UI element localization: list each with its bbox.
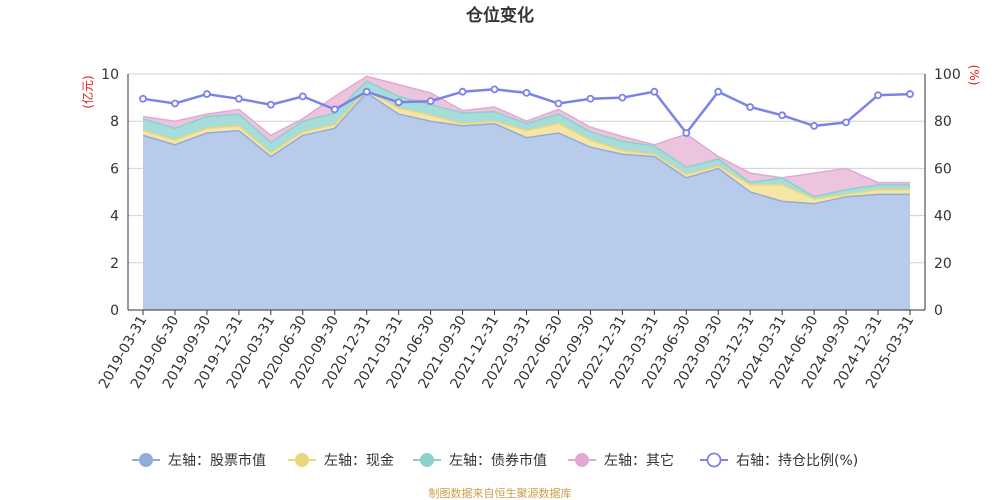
legend-marker (706, 452, 722, 468)
legend-label: 右轴：持仓比例(%) (736, 453, 858, 469)
left-axis-unit: (亿元) (80, 75, 95, 108)
left-tick-label: 0 (110, 303, 119, 319)
ratio-point (426, 97, 435, 106)
left-tick-label: 6 (110, 161, 119, 177)
stacked-areas (142, 75, 910, 311)
position-ratio-line (139, 85, 914, 137)
area-edge (142, 91, 910, 205)
chart-title: 仓位变化 (465, 5, 534, 26)
ratio-point (490, 85, 499, 94)
data-source-note: 制图数据来自恒生聚源数据库 (429, 486, 572, 500)
ratio-point (842, 118, 850, 127)
ratio-point (266, 100, 275, 109)
legend-label: 左轴：债券市值 (449, 452, 547, 469)
ratio-point (714, 87, 723, 96)
ratio-point (650, 87, 659, 96)
legend-marker (139, 453, 153, 467)
area-edge (142, 80, 910, 198)
ratio-point (554, 99, 563, 108)
ratio-point (298, 92, 307, 101)
ratio-point (778, 111, 787, 120)
area-左轴：股票市值 (143, 92, 910, 311)
ratio-point (330, 105, 339, 114)
right-tick-label: 0 (934, 303, 943, 319)
legend: 左轴：股票市值 左轴：现金 左轴：债券市值 左轴：其它 右轴：持仓比例(%) (132, 452, 858, 469)
ratio-point (362, 87, 371, 96)
ratio-point (586, 94, 595, 103)
right-tick-label: 60 (934, 161, 952, 177)
right-tick-label: 20 (934, 256, 952, 272)
right-axis-unit: (%) (967, 65, 981, 86)
right-tick-label: 80 (934, 114, 952, 130)
ratio-point (458, 87, 467, 96)
legend-marker (295, 453, 309, 467)
ratio-point (906, 90, 914, 98)
ratio-point (139, 94, 147, 103)
area-edge (142, 89, 910, 200)
right-tick-label: 100 (934, 67, 961, 83)
ratio-point (810, 122, 819, 130)
ratio-point (203, 90, 211, 98)
ratio-point (618, 93, 627, 102)
legend-label: 左轴：其它 (604, 452, 674, 469)
legend-marker (575, 453, 589, 467)
ratio-point (234, 94, 243, 103)
ratio-point (682, 129, 691, 137)
ratio-point (522, 88, 531, 97)
legend-marker (420, 453, 434, 467)
left-tick-label: 2 (110, 256, 119, 272)
left-tick-label: 10 (101, 67, 119, 83)
legend-label: 左轴：股票市值 (168, 452, 266, 469)
left-tick-label: 4 (110, 209, 119, 225)
ratio-point (171, 99, 179, 108)
legend-label: 左轴：现金 (324, 453, 394, 469)
ratio-point (874, 91, 882, 100)
ratio-point (746, 103, 755, 111)
left-tick-label: 8 (110, 114, 119, 130)
right-tick-label: 40 (934, 209, 952, 225)
ratio-point (394, 98, 403, 107)
